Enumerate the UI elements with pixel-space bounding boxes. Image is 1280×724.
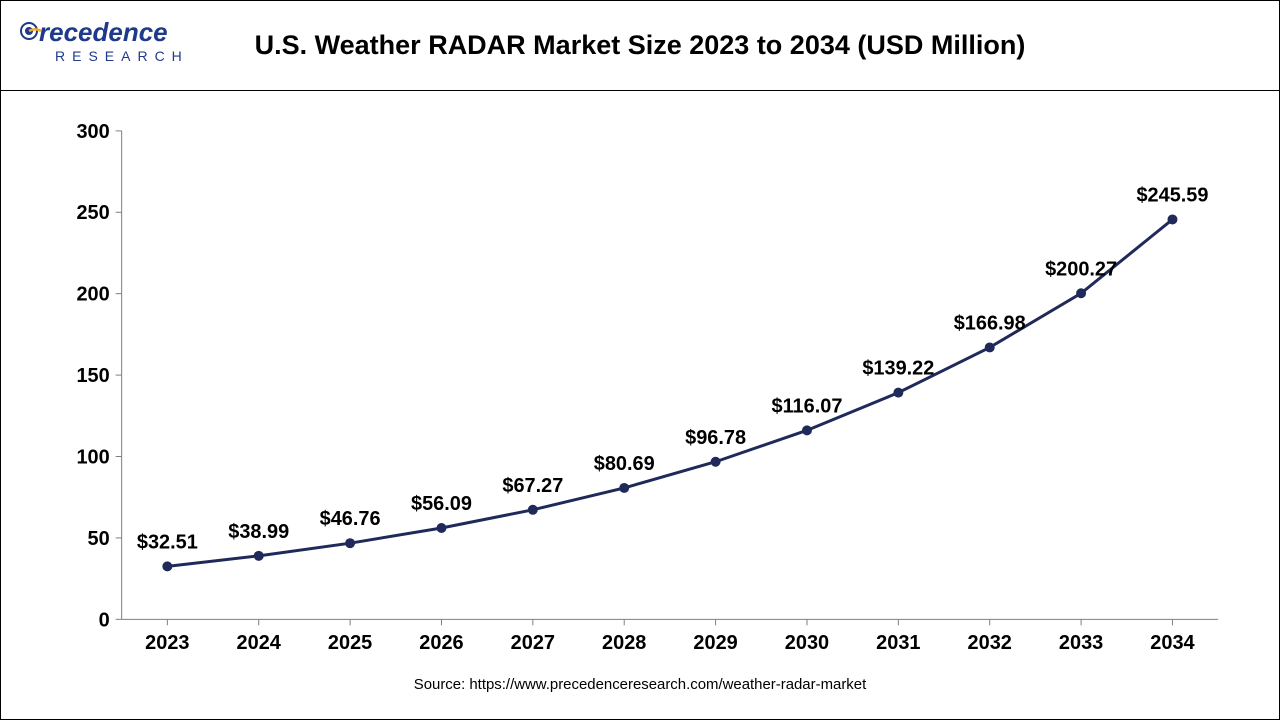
y-tick-label: 0 bbox=[99, 609, 110, 631]
data-marker bbox=[162, 561, 172, 571]
x-tick-label: 2029 bbox=[693, 632, 737, 654]
data-marker bbox=[1167, 214, 1177, 224]
precedence-logo-icon: recedence RESEARCH bbox=[15, 11, 225, 71]
source-text: Source: https://www.precedenceresearch.c… bbox=[414, 676, 867, 693]
data-label: $67.27 bbox=[502, 475, 563, 497]
y-tick-label: 250 bbox=[76, 202, 109, 224]
x-tick-label: 2033 bbox=[1059, 632, 1103, 654]
x-tick-label: 2032 bbox=[968, 632, 1012, 654]
data-label: $56.09 bbox=[411, 493, 472, 515]
x-tick-label: 2030 bbox=[785, 632, 829, 654]
x-tick-label: 2024 bbox=[237, 632, 281, 654]
line-chart: 0 50 100 150 200 250 300 2023 2024 2025 2026 2027 2… bbox=[1, 91, 1279, 719]
x-tick-label: 2031 bbox=[876, 632, 920, 654]
data-label: $96.78 bbox=[685, 427, 746, 449]
data-label: $32.51 bbox=[137, 531, 198, 553]
data-marker bbox=[985, 342, 995, 352]
y-tick-label: 200 bbox=[76, 284, 109, 306]
header-row: recedence RESEARCH U.S. Weather RADAR Ma… bbox=[1, 1, 1279, 91]
chart-container: recedence RESEARCH U.S. Weather RADAR Ma… bbox=[0, 0, 1280, 720]
x-tick-label: 2027 bbox=[511, 632, 555, 654]
data-marker bbox=[711, 457, 721, 467]
y-tick-label: 150 bbox=[76, 365, 109, 387]
data-marker bbox=[528, 505, 538, 515]
data-label: $139.22 bbox=[862, 358, 934, 380]
data-marker bbox=[893, 388, 903, 398]
data-marker bbox=[436, 523, 446, 533]
data-label: $166.98 bbox=[954, 313, 1026, 335]
data-marker bbox=[345, 538, 355, 548]
data-marker bbox=[1076, 288, 1086, 298]
x-tick-label: 2034 bbox=[1150, 632, 1194, 654]
x-tick-label: 2026 bbox=[419, 632, 463, 654]
x-tick-label: 2023 bbox=[145, 632, 189, 654]
data-label: $245.59 bbox=[1136, 185, 1208, 207]
data-marker bbox=[254, 551, 264, 561]
data-marker bbox=[802, 425, 812, 435]
logo: recedence RESEARCH bbox=[15, 11, 225, 71]
chart-area: 0 50 100 150 200 250 300 2023 2024 2025 2026 2027 2… bbox=[1, 91, 1279, 719]
data-label: $46.76 bbox=[320, 508, 381, 530]
data-label: $116.07 bbox=[772, 395, 843, 417]
y-tick-label: 100 bbox=[76, 446, 109, 468]
y-tick-label: 50 bbox=[88, 528, 110, 550]
svg-text:RESEARCH: RESEARCH bbox=[55, 48, 189, 64]
y-tick-label: 300 bbox=[76, 121, 109, 143]
data-marker bbox=[619, 483, 629, 493]
data-label: $38.99 bbox=[228, 521, 289, 543]
data-label: $80.69 bbox=[594, 453, 655, 475]
x-tick-label: 2028 bbox=[602, 632, 646, 654]
x-tick-label: 2025 bbox=[328, 632, 372, 654]
svg-text:recedence: recedence bbox=[39, 17, 168, 47]
data-label: $200.27 bbox=[1045, 258, 1117, 280]
